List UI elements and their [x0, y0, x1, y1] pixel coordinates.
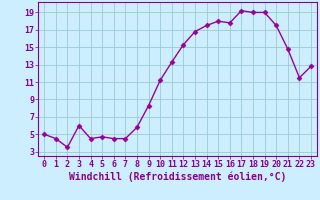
X-axis label: Windchill (Refroidissement éolien,°C): Windchill (Refroidissement éolien,°C)	[69, 172, 286, 182]
